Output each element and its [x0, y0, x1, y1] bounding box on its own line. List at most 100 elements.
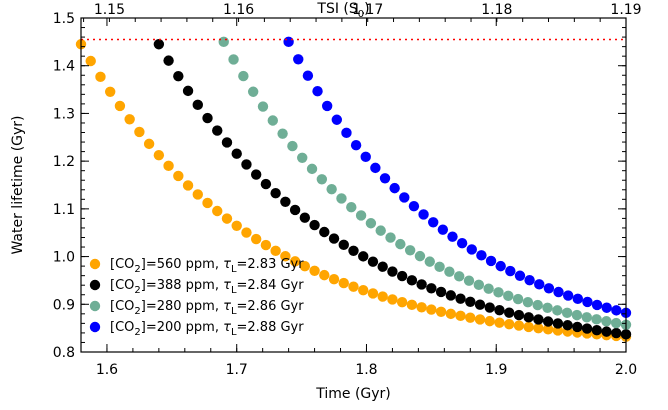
- y-tick-label: 0.8: [53, 345, 75, 361]
- data-point: [591, 314, 602, 325]
- data-point: [328, 233, 340, 244]
- y-tick-label: 1.1: [53, 202, 75, 218]
- top-tick-label: 1.15: [94, 2, 125, 18]
- data-point: [114, 100, 126, 112]
- data-point: [408, 200, 420, 212]
- data-point: [316, 174, 328, 185]
- data-point: [428, 217, 439, 228]
- data-point: [250, 169, 262, 180]
- data-point: [493, 287, 504, 298]
- legend-label-part: L: [231, 264, 237, 275]
- data-point: [289, 256, 301, 267]
- data-point: [445, 308, 457, 320]
- data-point: [513, 320, 525, 331]
- x-axis-title: Time (Gyr): [315, 386, 391, 402]
- data-point: [104, 86, 116, 97]
- data-point: [495, 260, 506, 272]
- data-point: [435, 286, 447, 298]
- data-point: [238, 70, 249, 82]
- data-point: [445, 290, 457, 301]
- data-point: [513, 309, 525, 321]
- data-point: [338, 277, 349, 289]
- legend-label-part: =2.84 Gyr: [237, 278, 305, 293]
- data-point: [270, 187, 281, 199]
- data-point: [182, 180, 194, 191]
- data-point: [387, 266, 398, 277]
- data-point: [483, 283, 494, 294]
- data-point: [416, 302, 427, 313]
- data-point: [473, 279, 485, 291]
- data-point: [416, 279, 427, 290]
- data-point: [212, 125, 223, 136]
- data-point: [572, 321, 583, 333]
- data-point: [360, 151, 371, 163]
- data-point: [202, 112, 213, 124]
- legend-label-part: 2: [134, 327, 140, 338]
- data-point: [543, 283, 555, 294]
- data-point: [534, 279, 545, 290]
- data-point: [474, 314, 486, 325]
- data-point: [533, 322, 544, 334]
- data-point: [494, 304, 505, 316]
- y-tick-label: 1.3: [53, 106, 75, 122]
- data-point: [437, 224, 449, 235]
- data-point: [418, 209, 429, 220]
- data-point: [562, 320, 573, 331]
- data-point: [377, 261, 388, 272]
- data-point: [299, 261, 311, 272]
- axis-layer: 1.6 1.7 1.8 1.9 2.0 1.15 1.16 1.17 1.18 1.19 0.8 0.…: [53, 2, 642, 378]
- data-point: [512, 293, 524, 305]
- data-point: [385, 232, 396, 243]
- data-point: [514, 270, 526, 281]
- y-tick-label: 1.5: [53, 11, 75, 27]
- legend-label-part: L: [231, 327, 237, 338]
- data-point: [202, 197, 213, 209]
- legend-label-part: τ: [223, 320, 231, 335]
- data-point: [367, 256, 379, 267]
- data-point: [484, 302, 495, 313]
- data-point: [434, 261, 445, 273]
- data-point: [404, 245, 416, 256]
- data-point: [582, 296, 593, 308]
- data-point: [280, 196, 291, 208]
- data-point: [465, 296, 476, 307]
- data-point: [257, 101, 269, 112]
- data-point: [228, 54, 239, 65]
- y-axis-title: Water lifetime (Gyr): [10, 115, 26, 254]
- data-point: [377, 291, 388, 302]
- data-point: [287, 140, 298, 152]
- legend-marker: [89, 321, 101, 333]
- data-point: [504, 318, 515, 330]
- data-point: [524, 274, 535, 286]
- data-point: [396, 270, 408, 282]
- data-point: [562, 290, 574, 301]
- legend-label-part: 2: [134, 306, 140, 317]
- data-point: [523, 321, 534, 333]
- data-point: [350, 139, 362, 151]
- data-point: [465, 312, 476, 323]
- data-point: [572, 293, 584, 305]
- data-point: [312, 86, 323, 97]
- data-point: [260, 239, 272, 251]
- data-point: [504, 307, 515, 318]
- legend: [CO2]=560 ppm, τL=2.83 Gyr[CO2]=388 ppm,…: [89, 257, 305, 338]
- data-point: [505, 265, 516, 277]
- data-point: [610, 317, 622, 329]
- x-tick-label: 1.6: [96, 362, 118, 378]
- data-point: [163, 55, 174, 66]
- data-point: [319, 226, 330, 238]
- top-axis-title: TSI (S0): [316, 1, 369, 20]
- data-point: [297, 152, 308, 164]
- data-point: [346, 201, 357, 213]
- data-point: [414, 250, 426, 262]
- legend-label-part: L: [231, 306, 237, 317]
- data-point: [581, 312, 592, 323]
- legend-label-part: [CO: [110, 299, 134, 314]
- data-point: [283, 36, 294, 48]
- data-point: [552, 305, 563, 316]
- data-point: [611, 305, 622, 316]
- data-point: [309, 265, 320, 276]
- data-point: [331, 114, 343, 125]
- data-point: [153, 39, 165, 50]
- legend-marker: [89, 258, 101, 270]
